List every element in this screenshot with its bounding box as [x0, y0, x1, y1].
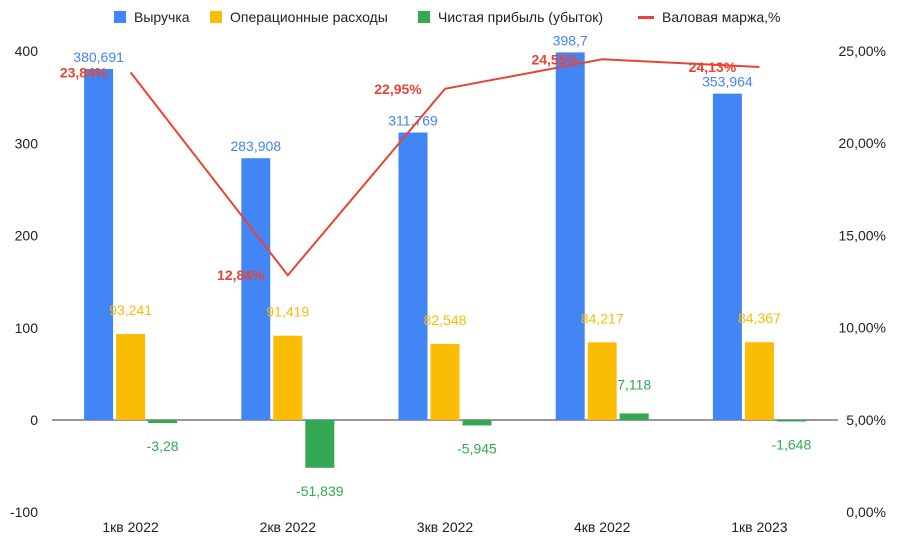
bar-data-label: 283,908 [230, 138, 281, 154]
bar-data-label: -3,28 [147, 438, 179, 454]
x-tick-label: 4кв 2022 [574, 519, 631, 535]
bar [116, 334, 146, 420]
y-left-tick-label: 200 [15, 228, 39, 244]
y-left-tick-label: 0 [30, 412, 38, 428]
y-right-tick-label: 5,00% [846, 412, 886, 428]
y-right-tick-label: 15,00% [839, 227, 886, 243]
margin-labels: 23,84% 12,84% 22,95% 24,55% 24,13% [60, 51, 737, 283]
margin-data-label: 24,13% [689, 59, 737, 75]
bar-data-label: -5,945 [457, 440, 497, 456]
bar [462, 420, 492, 426]
bar-data-label: 84,217 [581, 310, 624, 326]
x-tick-label: 2кв 2022 [260, 519, 317, 535]
bar-data-label: 84,367 [738, 310, 781, 326]
y-left-tick-label: 100 [15, 320, 39, 336]
legend-swatch [114, 11, 126, 23]
legend-label: Выручка [134, 9, 190, 25]
bar [273, 335, 303, 420]
x-tick-label: 3кв 2022 [417, 519, 474, 535]
x-axis: 1кв 2022 2кв 2022 3кв 2022 4кв 2022 1кв 2023 [52, 419, 838, 535]
legend-line-swatch [638, 16, 654, 19]
margin-data-label: 22,95% [374, 81, 422, 97]
bar [241, 158, 271, 420]
y-left-tick-label: 300 [15, 135, 39, 151]
bar [555, 52, 585, 421]
legend-label: Валовая маржа,% [662, 9, 780, 25]
legend-label: Чистая прибыль (убыток) [438, 9, 603, 25]
y-left-tick-label: -100 [10, 504, 38, 520]
bar [430, 343, 460, 420]
y-axis-right: 0,00% 5,00% 10,00% 15,00% 20,00% 25,00% [839, 43, 886, 520]
bar-data-label: 353,964 [702, 74, 753, 90]
bar [398, 132, 428, 420]
margin-data-label: 12,84% [217, 267, 265, 283]
bar-data-label: 311,769 [388, 113, 438, 129]
legend-swatch [418, 11, 430, 23]
y-right-tick-label: 0,00% [846, 504, 886, 520]
bar-data-label: 91,419 [266, 304, 309, 320]
bar [148, 420, 178, 424]
bar [619, 413, 649, 420]
bar [712, 93, 742, 420]
y-right-tick-label: 25,00% [839, 43, 886, 59]
bar [776, 420, 806, 422]
bar [84, 69, 114, 420]
legend-label: Операционные расходы [230, 9, 388, 25]
x-tick-label: 1кв 2022 [102, 519, 159, 535]
y-right-tick-label: 10,00% [839, 320, 886, 336]
x-tick-label: 1кв 2023 [731, 519, 788, 535]
margin-line [129, 58, 760, 277]
bar [305, 420, 335, 468]
bars [84, 52, 806, 468]
margin-line-layer [129, 58, 760, 277]
bar-data-label: 7,118 [617, 376, 651, 392]
bar-data-label: 93,241 [109, 302, 152, 318]
bar-data-label: 82,548 [424, 312, 467, 328]
y-axis-left: -100 0 100 200 300 400 [10, 43, 38, 520]
margin-data-label: 23,84% [60, 64, 108, 80]
bar-data-label: -1,648 [772, 437, 812, 453]
y-right-tick-label: 20,00% [839, 135, 886, 151]
bar [587, 342, 617, 420]
bar-labels: 380,691 283,908 311,769 398,7 353,964 93,241 9… [73, 32, 811, 498]
bar-data-label: 380,691 [73, 49, 124, 65]
margin-data-label: 24,55% [531, 51, 579, 67]
legend: Выручка Операционные расходы Чистая прибыл… [114, 9, 780, 25]
legend-swatch [210, 11, 222, 23]
bar [744, 342, 774, 420]
y-left-tick-label: 400 [15, 43, 39, 59]
bar-data-label: -51,839 [296, 483, 344, 499]
bar-data-label: 398,7 [553, 32, 588, 48]
